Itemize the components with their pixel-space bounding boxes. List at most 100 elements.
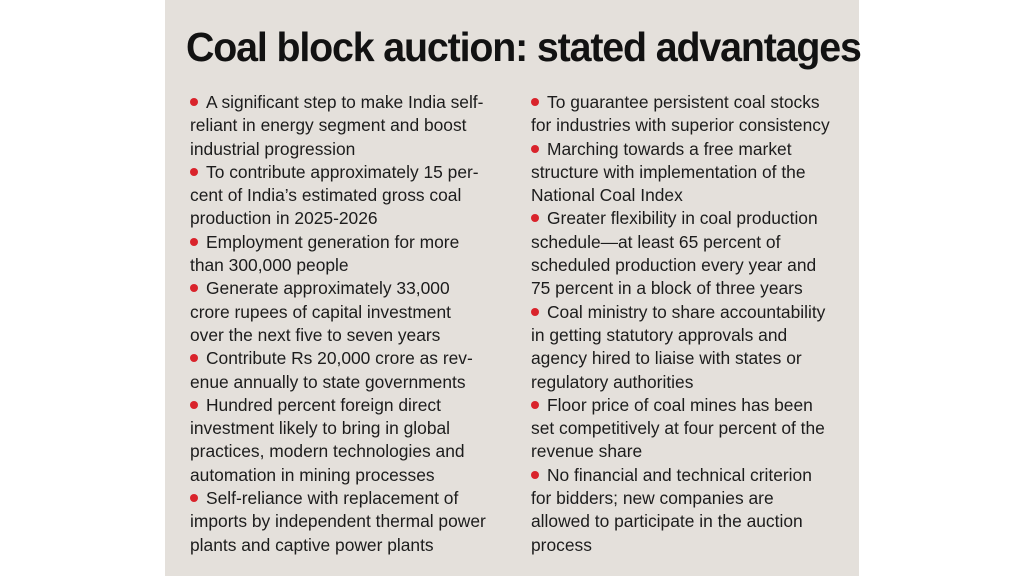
- advantage-line: Coal ministry to share accountability: [531, 301, 853, 324]
- advantage-line: A significant step to make India self-: [190, 91, 520, 114]
- advantage-line-text: No financial and technical criterion: [547, 464, 812, 485]
- advantage-line: over the next five to seven years: [190, 324, 520, 347]
- advantage-item: A significant step to make India self-re…: [190, 91, 520, 161]
- red-bullet-icon: [190, 237, 198, 246]
- advantage-item: Hundred percent foreign direct investment…: [190, 394, 520, 487]
- red-bullet-icon: [190, 98, 198, 106]
- red-bullet-icon: [531, 144, 539, 153]
- advantage-line: production in 2025-2026: [190, 207, 520, 230]
- advantage-line: than 300,000 people: [190, 254, 520, 277]
- advantage-line: Employment generation for more: [190, 231, 520, 254]
- advantage-item: Employment generation for more than 300,0…: [190, 231, 520, 278]
- red-bullet-icon: [531, 470, 539, 479]
- advantage-line: National Coal Index: [531, 184, 853, 207]
- advantage-line-text: Self-reliance with replacement of: [206, 488, 459, 509]
- advantage-line-text: Employment generation for more: [206, 231, 460, 252]
- advantage-line-text: 75 percent in a block of three years: [531, 278, 803, 299]
- infographic-panel: [165, 0, 859, 576]
- advantage-line: in getting statutory approvals and: [531, 324, 853, 347]
- advantage-item: No financial and technical criterion for …: [531, 464, 853, 557]
- advantage-line: Marching towards a free market: [531, 138, 853, 161]
- advantage-line-text: Greater flexibility in coal production: [547, 208, 818, 229]
- advantage-line-text: investment likely to bring in global: [190, 418, 451, 439]
- advantage-line: reliant in energy segment and boost: [190, 114, 520, 137]
- advantage-line-text: for industries with superior consistency: [531, 115, 830, 136]
- advantage-line: set competitively at four percent of the: [531, 417, 853, 440]
- left-advantages-list: A significant step to make India self-re…: [190, 91, 520, 557]
- advantage-line-text: industrial progression: [190, 138, 356, 159]
- advantage-item: To guarantee persistent coal stocks for i…: [531, 91, 853, 138]
- advantage-line-text: agency hired to liaise with states or: [531, 348, 802, 369]
- advantage-line-text: Coal ministry to share accountability: [547, 301, 826, 322]
- advantage-line-text: schedule—at least 65 percent of: [531, 231, 781, 252]
- advantage-line: schedule—at least 65 percent of: [531, 231, 853, 254]
- advantage-line-text: practices, modern technologies and: [190, 441, 465, 462]
- advantage-line-text: A significant step to make India self-: [206, 92, 484, 112]
- advantage-line: process: [531, 534, 853, 557]
- advantage-line: No financial and technical criterion: [531, 464, 853, 487]
- red-bullet-icon: [531, 400, 539, 409]
- advantage-line-text: crore rupees of capital investment: [190, 301, 451, 322]
- advantage-item: Generate approximately 33,000 crore rupee…: [190, 277, 520, 347]
- advantage-line: To contribute approximately 15 per-: [190, 161, 520, 184]
- advantage-line: practices, modern technologies and: [190, 440, 520, 463]
- advantage-line: Self-reliance with replacement of: [190, 487, 520, 510]
- advantage-line-text: To contribute approximately 15 per-: [206, 161, 479, 182]
- advantage-line-text: cent of India’s estimated gross coal: [190, 185, 462, 206]
- advantage-line: allowed to participate in the auction: [531, 510, 853, 533]
- advantage-line: for bidders; new companies are: [531, 487, 853, 510]
- advantage-item: To contribute approximately 15 per-cent …: [190, 161, 520, 231]
- advantage-line-text: revenue share: [531, 441, 643, 462]
- advantage-line: imports by independent thermal power: [190, 510, 520, 533]
- advantage-line: Generate approximately 33,000: [190, 277, 520, 300]
- red-bullet-icon: [190, 167, 198, 176]
- advantage-item: Marching towards a free market structure …: [531, 138, 853, 208]
- right-advantages-list: To guarantee persistent coal stocks for i…: [531, 91, 853, 557]
- red-bullet-icon: [190, 284, 198, 293]
- advantage-line: To guarantee persistent coal stocks: [531, 91, 853, 114]
- advantage-line: cent of India’s estimated gross coal: [190, 184, 520, 207]
- advantage-item: Self-reliance with replacement of imports…: [190, 487, 520, 557]
- red-bullet-icon: [190, 400, 198, 409]
- advantage-line-text: Hundred percent foreign direct: [206, 394, 441, 415]
- advantage-line-text: for bidders; new companies are: [531, 488, 774, 509]
- advantage-line-text: plants and captive power plants: [190, 534, 434, 555]
- red-bullet-icon: [190, 494, 198, 503]
- advantage-line-text: Marching towards a free market: [547, 138, 792, 159]
- advantage-item: Floor price of coal mines has been set co…: [531, 394, 853, 464]
- advantage-line-text: National Coal Index: [531, 185, 683, 206]
- advantage-line: crore rupees of capital investment: [190, 301, 520, 324]
- advantage-line-text: set competitively at four percent of the: [531, 418, 825, 439]
- advantage-line-text: imports by independent thermal power: [190, 511, 486, 532]
- red-bullet-icon: [531, 307, 539, 316]
- advantage-line-text: structure with implementation of the: [531, 161, 806, 182]
- advantage-line: revenue share: [531, 440, 853, 463]
- advantage-line-text: in getting statutory approvals and: [531, 324, 788, 345]
- advantage-line: scheduled production every year and: [531, 254, 853, 277]
- advantage-line-text: than 300,000 people: [190, 255, 349, 276]
- advantage-line: enue annually to state governments: [190, 371, 520, 394]
- advantage-line: Floor price of coal mines has been: [531, 394, 853, 417]
- infographic-title: Coal block auction: stated advantages: [186, 24, 862, 70]
- advantage-line: Hundred percent foreign direct: [190, 394, 520, 417]
- advantage-line-text: Contribute Rs 20,000 crore as rev-: [206, 348, 473, 369]
- advantage-line: industrial progression: [190, 138, 520, 161]
- red-bullet-icon: [531, 98, 539, 106]
- advantage-line-text: automation in mining processes: [190, 464, 435, 485]
- red-bullet-icon: [531, 214, 539, 223]
- advantage-item: Greater flexibility in coal production sc…: [531, 207, 853, 300]
- advantage-line-text: allowed to participate in the auction: [531, 511, 803, 532]
- advantage-item: Coal ministry to share accountability in …: [531, 301, 853, 394]
- advantage-line-text: regulatory authorities: [531, 371, 694, 392]
- advantage-line: regulatory authorities: [531, 371, 853, 394]
- advantage-line-text: reliant in energy segment and boost: [190, 115, 467, 136]
- advantage-item: Contribute Rs 20,000 crore as rev-enue a…: [190, 347, 520, 394]
- advantage-line: agency hired to liaise with states or: [531, 347, 853, 370]
- advantage-line-text: over the next five to seven years: [190, 324, 441, 345]
- advantage-line-text: Floor price of coal mines has been: [547, 394, 813, 415]
- advantage-line-text: production in 2025-2026: [190, 208, 378, 229]
- advantage-line: for industries with superior consistency: [531, 114, 853, 137]
- advantage-line: automation in mining processes: [190, 464, 520, 487]
- advantage-line: Contribute Rs 20,000 crore as rev-: [190, 347, 520, 370]
- advantage-line-text: To guarantee persistent coal stocks: [547, 92, 820, 112]
